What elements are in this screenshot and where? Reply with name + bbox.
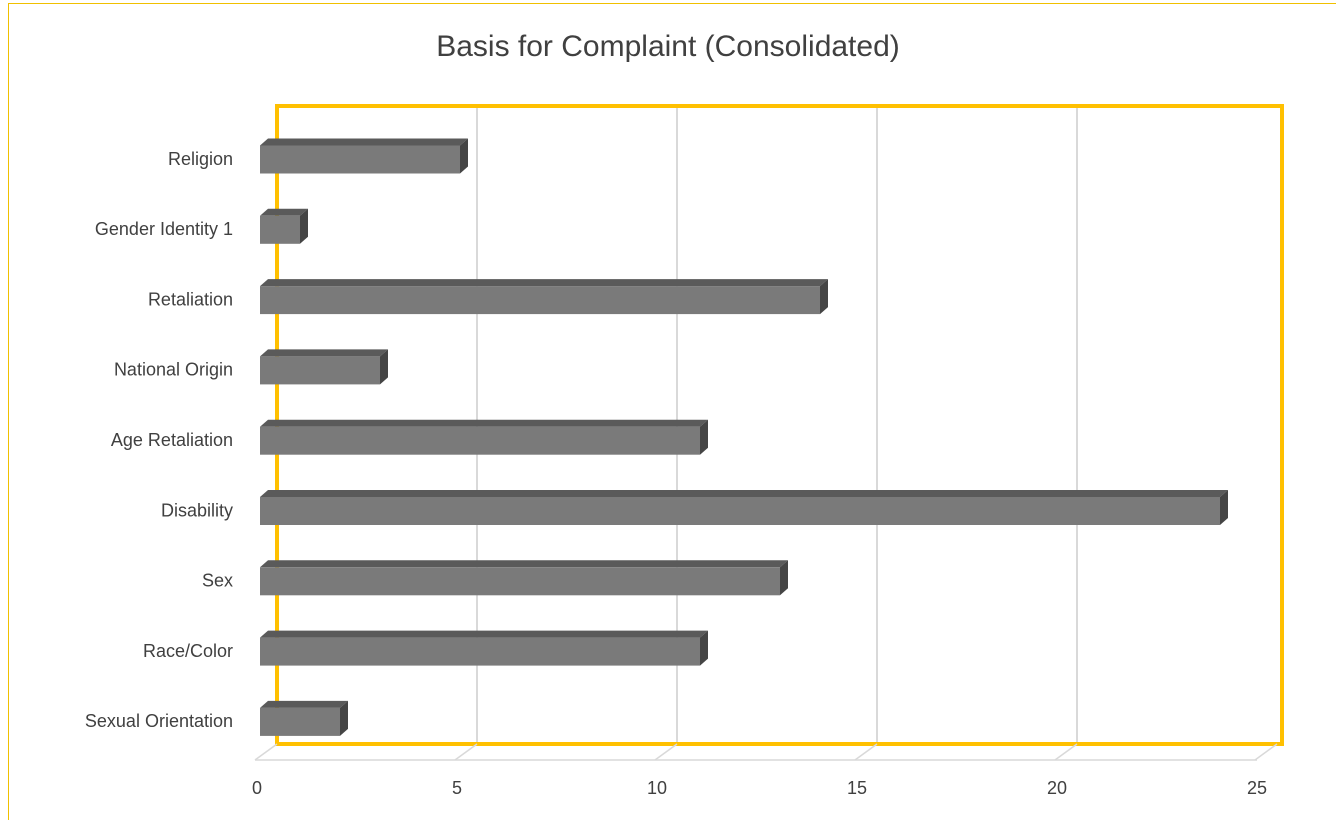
bar <box>260 419 708 455</box>
bar-side <box>700 630 708 666</box>
y-tick-label: Gender Identity 1 <box>95 219 233 239</box>
bar-side <box>700 419 708 455</box>
bar-top <box>260 700 348 708</box>
bar-top <box>260 490 1228 497</box>
bar <box>260 138 468 174</box>
bar <box>260 490 1228 525</box>
bar-side <box>780 560 788 596</box>
bar-side <box>1220 490 1228 525</box>
x-tick-label: 20 <box>1047 778 1067 798</box>
bar <box>260 208 308 244</box>
bar-side <box>460 138 468 174</box>
bar <box>260 700 348 736</box>
bar-front <box>260 567 780 596</box>
x-tick-label: 10 <box>647 778 667 798</box>
floor-tick <box>1054 743 1078 761</box>
bar-top <box>260 419 708 427</box>
bar-front <box>260 286 820 315</box>
bar-front <box>260 145 460 174</box>
bar-front <box>260 707 340 736</box>
bar-side <box>300 208 308 244</box>
bar-top <box>260 208 308 216</box>
bar-top <box>260 349 388 357</box>
bar-front <box>260 356 380 385</box>
x-tick-label: 25 <box>1247 778 1267 798</box>
floor-tick <box>454 743 478 761</box>
floor-tick <box>854 743 878 761</box>
bar-top <box>260 630 708 638</box>
bar-side <box>380 349 388 385</box>
x-tick-label: 5 <box>452 778 462 798</box>
bar <box>260 279 828 315</box>
bar-front <box>260 215 300 244</box>
bar <box>260 349 388 385</box>
page-border <box>8 3 1336 820</box>
y-tick-label: Race/Color <box>143 641 233 661</box>
x-tick-label: 0 <box>252 778 262 798</box>
floor-tick <box>1254 743 1278 761</box>
bar <box>260 560 788 596</box>
y-tick-label: Religion <box>168 149 233 169</box>
bar-top <box>260 138 468 146</box>
bar-top <box>260 279 828 287</box>
bar-side <box>340 700 348 736</box>
y-tick-label: Sex <box>202 571 233 591</box>
y-tick-label: Sexual Orientation <box>85 711 233 731</box>
y-tick-label: Disability <box>161 500 233 520</box>
floor-tick <box>254 743 278 761</box>
y-tick-label: Retaliation <box>148 289 233 309</box>
bar <box>260 630 708 666</box>
x-tick-label: 15 <box>847 778 867 798</box>
y-tick-label: Age Retaliation <box>111 430 233 450</box>
chart-title: Basis for Complaint (Consolidated) <box>436 30 900 63</box>
bar-top <box>260 560 788 568</box>
bar-front <box>260 497 1220 525</box>
bar-front <box>260 637 700 666</box>
floor-tick <box>654 743 678 761</box>
bar-side <box>820 279 828 315</box>
y-tick-label: National Origin <box>114 360 233 380</box>
bar-front <box>260 426 700 455</box>
